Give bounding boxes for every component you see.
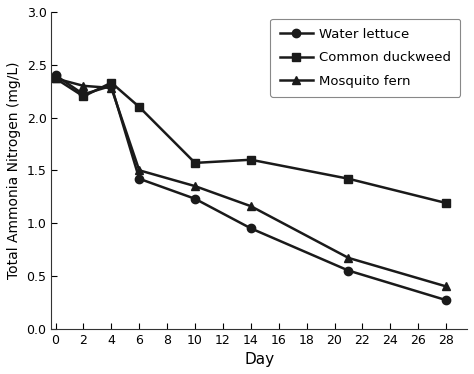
Mosquito fern <box>53 76 58 81</box>
Water lettuce <box>137 177 142 181</box>
Y-axis label: Total Ammonia Nitrogen (mg/L): Total Ammonia Nitrogen (mg/L) <box>7 62 21 279</box>
Mosquito fern <box>109 86 114 90</box>
Line: Water lettuce: Water lettuce <box>51 71 450 304</box>
Line: Mosquito fern: Mosquito fern <box>51 74 450 291</box>
Mosquito fern <box>346 256 351 260</box>
Common duckweed <box>109 80 114 85</box>
Common duckweed <box>53 76 58 81</box>
Legend: Water lettuce, Common duckweed, Mosquito fern: Water lettuce, Common duckweed, Mosquito… <box>270 19 460 97</box>
Common duckweed <box>137 105 142 109</box>
Water lettuce <box>346 268 351 273</box>
Water lettuce <box>443 298 449 303</box>
Line: Common duckweed: Common duckweed <box>51 74 450 207</box>
Water lettuce <box>248 226 254 231</box>
Mosquito fern <box>192 184 198 188</box>
Mosquito fern <box>81 84 86 88</box>
Water lettuce <box>109 84 114 88</box>
X-axis label: Day: Day <box>244 352 274 367</box>
Water lettuce <box>53 73 58 77</box>
Common duckweed <box>81 94 86 99</box>
Common duckweed <box>248 157 254 162</box>
Mosquito fern <box>137 168 142 172</box>
Water lettuce <box>81 92 86 96</box>
Water lettuce <box>192 197 198 201</box>
Mosquito fern <box>443 284 449 289</box>
Common duckweed <box>192 161 198 165</box>
Common duckweed <box>346 177 351 181</box>
Common duckweed <box>443 201 449 205</box>
Mosquito fern <box>248 204 254 208</box>
